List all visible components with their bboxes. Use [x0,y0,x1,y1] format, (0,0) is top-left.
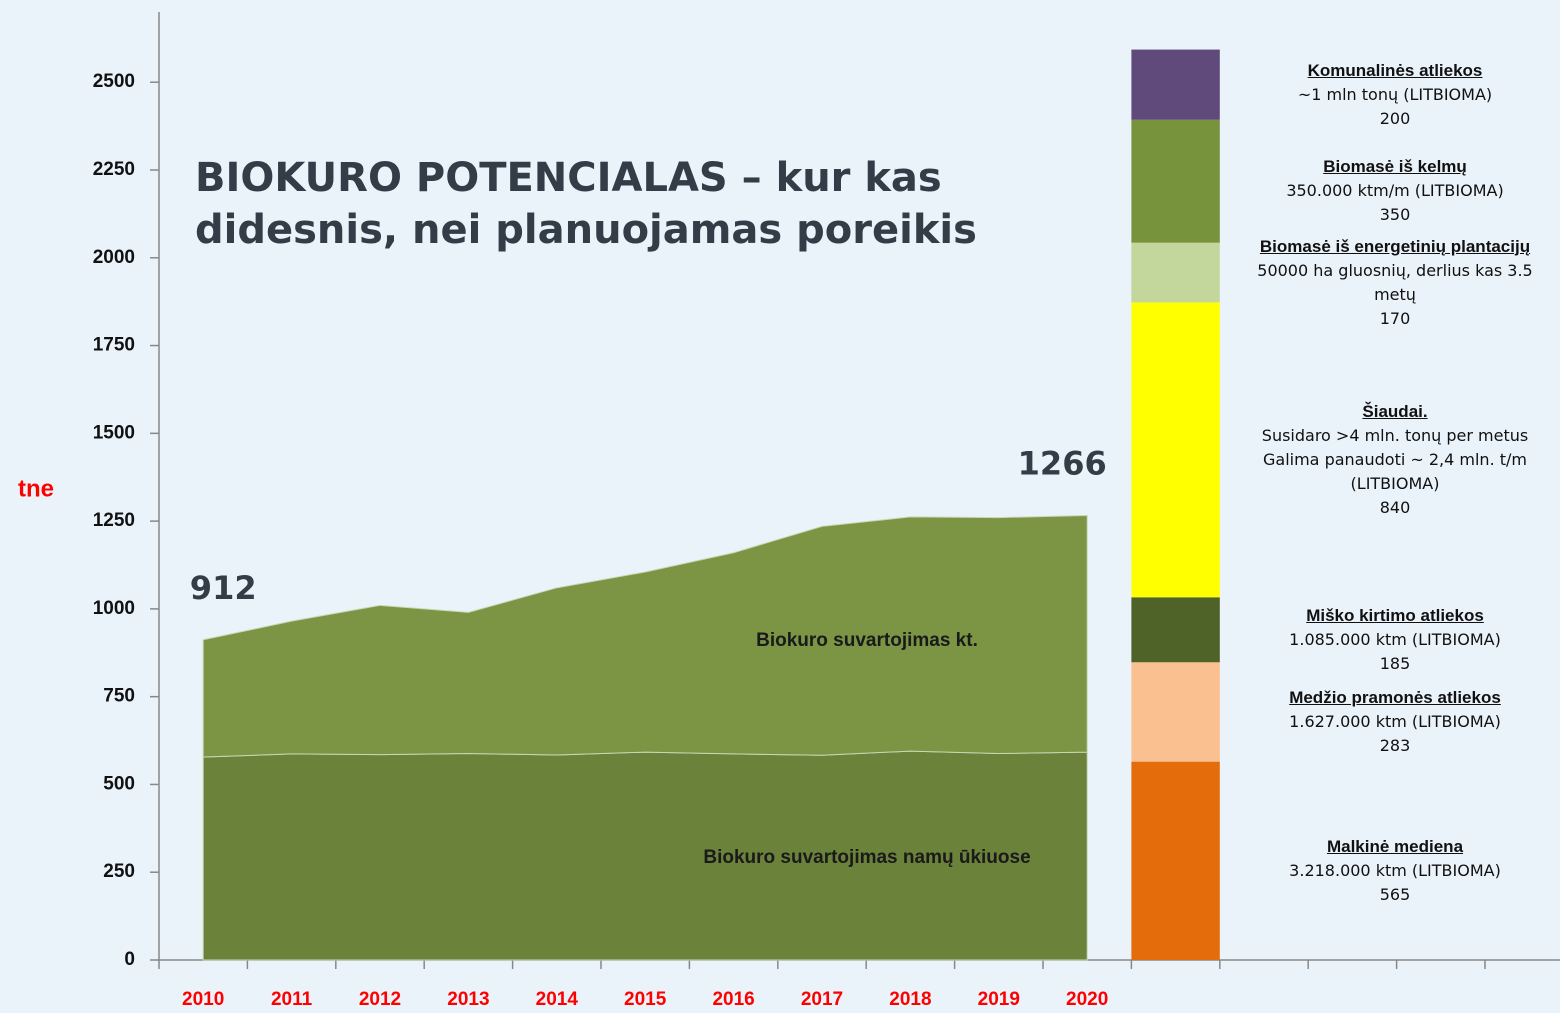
bar-segment [1131,49,1220,120]
x-tick-label: 2010 [182,989,224,1010]
x-tick-label: 2012 [359,989,401,1010]
y-tick-label: 1000 [93,598,135,619]
y-tick-label: 2000 [93,247,135,268]
y-tick-label: 1750 [93,335,135,356]
x-tick-label: 2020 [1066,989,1108,1010]
y-tick-label: 1500 [93,422,135,443]
x-tick-label: 2019 [978,989,1020,1010]
series-label: Biokuro suvartojimas kt. [756,629,978,651]
chart-title: BIOKURO POTENCIALAS – kur kas [195,155,942,201]
x-tick-label: 2017 [801,989,843,1010]
segment-value: 350 [1379,205,1411,225]
segment-name: Komunalinės atliekos [1307,60,1483,80]
bar-segment [1131,597,1220,663]
bar-segment [1131,242,1220,303]
y-tick-label: 2250 [93,159,135,180]
segment-description: 1.085.000 ktm (LITBIOMA) [1289,629,1501,649]
segment-label: Komunalinės atliekos ~1 mln tonų (LITBIOM… [1225,59,1560,131]
chart-title: didesnis, nei planuojamas poreikis [195,207,977,253]
x-tick-label: 2016 [712,989,754,1010]
segment-description: (LITBIOMA) [1350,473,1440,493]
segment-name: Biomasė iš energetinių plantacijų [1259,236,1531,256]
y-tick-label: 500 [103,773,135,794]
segment-description: 1.627.000 ktm (LITBIOMA) [1289,711,1501,731]
bar-segment [1131,662,1220,762]
segment-label: Biomasė iš energetinių plantacijų 50000 h… [1225,235,1560,331]
x-tick-label: 2014 [536,989,579,1010]
y-tick-label: 750 [103,686,135,707]
annotation: 912 [190,569,257,607]
segment-value: 565 [1379,884,1411,904]
y-tick-label: 250 [103,861,135,882]
bar-segment [1131,119,1220,243]
segment-description: metų [1374,284,1416,304]
segment-label: Miško kirtimo atliekos 1.085.000 ktm (LIT… [1225,604,1560,676]
segment-value: 840 [1379,497,1411,517]
segment-value: 283 [1379,735,1411,755]
area [202,514,1088,758]
segment-description: 350.000 ktm/m (LITBIOMA) [1286,181,1504,201]
segment-label: Biomasė iš kelmų 350.000 ktm/m (LITBIOMA)… [1225,155,1560,227]
annotation: 1266 [1018,444,1107,482]
segment-value: 200 [1379,108,1411,128]
segment-description: Susidaro >4 mln. tonų per metus [1261,425,1529,445]
bar-segment [1131,761,1220,960]
segment-label: Medžio pramonės atliekos 1.627.000 ktm (L… [1225,686,1560,758]
segment-label: Malkinė mediena 3.218.000 ktm (LITBIOMA) 5… [1225,835,1560,907]
segment-name: Medžio pramonės atliekos [1289,687,1501,707]
y-tick-label: 0 [124,949,135,970]
x-tick-label: 2013 [447,989,489,1010]
segment-value: 185 [1379,653,1411,673]
segment-name: Šiaudai. [1362,401,1428,421]
segment-name: Miško kirtimo atliekos [1306,605,1484,625]
series-label: Biokuro suvartojimas namų ūkiuose [703,846,1031,868]
segment-name: Malkinė mediena [1326,836,1464,856]
x-tick-label: 2015 [624,989,667,1010]
segment-description: Galima panaudoti ~ 2,4 mln. t/m [1263,449,1527,469]
y-axis-label: tne [18,475,54,502]
segment-label: Šiaudai. Susidaro >4 mln. tonų per metus G… [1225,400,1560,520]
segment-name: Biomasė iš kelmų [1323,157,1467,177]
segment-value: 170 [1379,308,1411,328]
segment-description: 3.218.000 ktm (LITBIOMA) [1289,860,1501,880]
segment-description: 50000 ha gluosnių, derlius kas 3.5 [1257,260,1533,280]
x-tick-label: 2018 [889,989,931,1010]
bar-segment [1131,302,1220,598]
y-tick-label: 1250 [93,510,135,531]
x-tick-label: 2011 [271,989,313,1010]
y-tick-label: 2500 [93,71,135,92]
segment-description: ~1 mln tonų (LITBIOMA) [1297,84,1493,104]
